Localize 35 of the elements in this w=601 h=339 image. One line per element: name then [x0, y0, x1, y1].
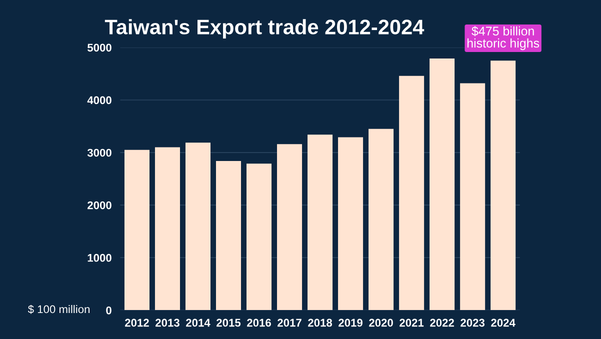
bar [338, 137, 364, 310]
bar [124, 150, 150, 310]
x-tick-label: 2020 [369, 318, 393, 327]
bar [185, 142, 211, 310]
x-tick-label: 2023 [460, 318, 485, 327]
bar [430, 58, 455, 310]
x-tick-label: 2012 [125, 318, 149, 327]
annotation: $475 billion historic highs [467, 26, 540, 50]
x-tick-label: 2018 [308, 318, 332, 327]
y-tick-label: 2000 [88, 201, 112, 210]
bar [154, 147, 180, 310]
x-tick-label: 2017 [278, 318, 302, 327]
bar [368, 128, 394, 310]
chart-title: Taiwan's Export trade 2012-2024 [104, 19, 424, 39]
y-tick-label: 5000 [87, 44, 112, 52]
bar [308, 134, 333, 310]
x-tick-label: 2021 [400, 318, 424, 327]
x-tick-label: 2015 [216, 318, 241, 327]
x-tick-label: 2019 [338, 318, 362, 327]
y-tick-label: 0 [106, 306, 112, 314]
bar [460, 83, 486, 310]
y-tick-label: 4000 [87, 96, 112, 104]
x-tick-label: 2024 [491, 318, 516, 327]
x-tick-label: 2013 [156, 318, 180, 327]
bar [246, 164, 272, 310]
bar [277, 144, 302, 310]
bar [399, 76, 424, 310]
x-tick-label: 2014 [186, 318, 210, 327]
x-tick-label: 2016 [247, 318, 271, 327]
y-axis-title: $ 100 million [28, 304, 90, 314]
bar [490, 60, 516, 310]
x-tick-label: 2022 [430, 318, 454, 327]
y-tick-label: 1000 [88, 254, 112, 262]
bar [216, 160, 242, 310]
y-tick-label: 3000 [87, 148, 112, 157]
